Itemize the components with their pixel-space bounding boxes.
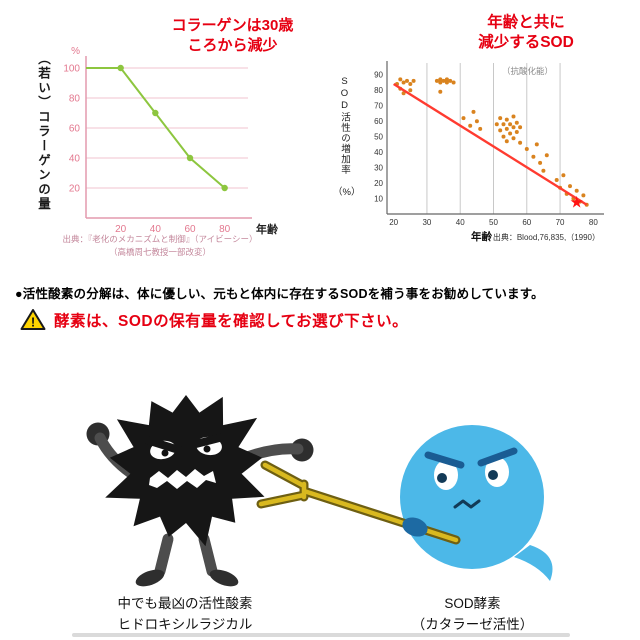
svg-text:20: 20 bbox=[115, 224, 127, 235]
svg-text:40: 40 bbox=[69, 154, 81, 165]
collagen-y-axis-label: （若い）コラーゲンの量 bbox=[36, 52, 50, 212]
radical-right-pupil bbox=[203, 445, 211, 453]
sod-left-pupil bbox=[437, 473, 447, 483]
sod-y-axis-label: SOD活性の増加率 bbox=[339, 76, 350, 175]
svg-text:90: 90 bbox=[374, 71, 383, 80]
svg-text:30: 30 bbox=[422, 218, 431, 227]
radical-spiky-body bbox=[105, 395, 265, 547]
svg-text:70: 70 bbox=[374, 101, 383, 110]
radical-left-foot bbox=[135, 569, 165, 587]
collagen-source-line1: 出典：『老化のメカニズムと制御』（アイビーシー） bbox=[62, 234, 258, 244]
radical-left-pupil bbox=[161, 449, 169, 457]
svg-text:50: 50 bbox=[489, 218, 498, 227]
warning-row: ! 酵素は、SODの保有量を確認してお選び下さい。 bbox=[20, 308, 408, 331]
sod-label-line2: （カタラーゼ活性） bbox=[411, 616, 534, 632]
svg-text:80: 80 bbox=[69, 94, 81, 105]
svg-text:100: 100 bbox=[63, 64, 80, 75]
svg-text:20: 20 bbox=[69, 184, 81, 195]
svg-text:60: 60 bbox=[184, 224, 196, 235]
sod-left-eyebrow bbox=[424, 451, 465, 469]
sod-mouth bbox=[453, 499, 481, 509]
hydroxyl-radical-character bbox=[86, 395, 314, 587]
sod-tail bbox=[514, 545, 553, 581]
svg-text:60: 60 bbox=[374, 117, 383, 126]
sod-title-line1: 年齢と共に bbox=[487, 14, 565, 31]
radical-label-line2: ヒドロキシルラジカル bbox=[117, 616, 253, 632]
radical-mouth bbox=[149, 469, 216, 489]
svg-text:40: 40 bbox=[456, 218, 465, 227]
radical-label: 中でも最凶の活性酸素 ヒドロキシルラジカル bbox=[70, 594, 300, 636]
warning-text: 酵素は、SODの保有量を確認してお選び下さい。 bbox=[54, 312, 409, 330]
collagen-chart-title: コラーゲンは30歳 ころから減少 bbox=[145, 16, 320, 56]
svg-text:80: 80 bbox=[219, 224, 231, 235]
sod-y-axis-unit: （%） bbox=[333, 187, 361, 198]
svg-text:80: 80 bbox=[589, 218, 598, 227]
collagen-source-note: 出典：『老化のメカニズムと制御』（アイビーシー） （高橋周七教授一部改変） bbox=[25, 233, 295, 259]
recommendation-text: ●活性酸素の分解は、体に優しい、元もと体内に存在するSODを補う事をお勧めしてい… bbox=[15, 287, 544, 301]
svg-text:10: 10 bbox=[374, 194, 383, 203]
svg-text:20: 20 bbox=[389, 218, 398, 227]
sod-right-pupil bbox=[488, 470, 498, 480]
svg-text:70: 70 bbox=[556, 218, 565, 227]
sod-body bbox=[400, 425, 544, 569]
fork-icon bbox=[256, 460, 461, 545]
svg-text:40: 40 bbox=[150, 224, 162, 235]
svg-text:%: % bbox=[71, 46, 80, 57]
collagen-source-line2: （高橋周七教授一部改変） bbox=[108, 246, 211, 257]
sod-enzyme-character bbox=[400, 425, 553, 581]
collagen-title-line2: ころから減少 bbox=[187, 36, 278, 54]
radical-label-line1: 中でも最凶の活性酸素 bbox=[117, 596, 253, 611]
sod-right-eyebrow bbox=[477, 447, 518, 467]
sod-chart-title: 年齢と共に 減少するSOD bbox=[437, 13, 615, 54]
svg-text:★: ★ bbox=[570, 195, 584, 212]
radical-left-leg bbox=[154, 533, 174, 577]
svg-text:30: 30 bbox=[374, 163, 383, 172]
warning-triangle-icon: ! bbox=[20, 309, 46, 330]
horizontal-scrollbar[interactable] bbox=[72, 633, 570, 637]
svg-text:60: 60 bbox=[69, 124, 81, 135]
sod-scatter-chart: 10 20 30 40 50 60 70 80 90 20 30 40 50 60 70 80 年齢 出典：Blo… bbox=[374, 61, 604, 243]
collagen-title-line1: コラーゲンは30歳 bbox=[171, 17, 294, 34]
svg-text:出典：Blood,76,835,（1990）: 出典：Blood,76,835,（1990） bbox=[493, 232, 600, 242]
characters-illustration bbox=[86, 395, 553, 587]
svg-text:（抗酸化能）: （抗酸化能） bbox=[502, 66, 553, 76]
sod-label-line1: SOD酵素 bbox=[444, 596, 501, 611]
svg-text:80: 80 bbox=[374, 86, 383, 95]
radical-left-brow bbox=[143, 436, 186, 455]
svg-text:年齢: 年齢 bbox=[471, 230, 492, 243]
radical-right-foot bbox=[209, 569, 239, 587]
svg-text:40: 40 bbox=[374, 148, 383, 157]
svg-text:60: 60 bbox=[522, 218, 531, 227]
sod-flipper-hand bbox=[402, 517, 428, 537]
svg-text:50: 50 bbox=[374, 132, 383, 141]
warning-exclamation: ! bbox=[31, 315, 35, 330]
sod-title-line2: 減少するSOD bbox=[478, 34, 574, 52]
svg-text:年齢: 年齢 bbox=[256, 222, 279, 236]
sod-label: SOD酵素 （カタラーゼ活性） bbox=[390, 594, 555, 636]
svg-text:20: 20 bbox=[374, 179, 383, 188]
fork-fill bbox=[258, 462, 459, 543]
warning-triangle bbox=[20, 309, 46, 330]
radical-right-brow bbox=[188, 432, 231, 449]
collagen-line-chart: 100 80 60 40 20% 20 40 60 80 年齢 bbox=[63, 46, 279, 236]
